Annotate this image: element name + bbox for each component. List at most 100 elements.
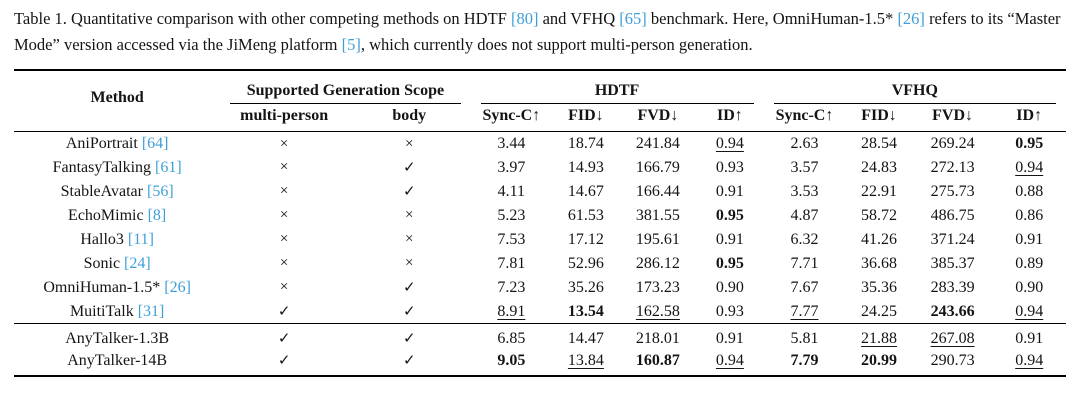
metric-value: 0.91 xyxy=(992,228,1066,252)
cross-mark: × xyxy=(404,135,414,152)
method-name: Sonic xyxy=(83,254,121,272)
citation-link[interactable]: [26] xyxy=(897,9,925,28)
metric-value-text: 2.63 xyxy=(790,135,819,153)
metric-value: 6.85 xyxy=(471,324,553,350)
table-row: FantasyTalking [61] × ✓ 3.97 14.93 166.79 0.93… xyxy=(14,156,1066,180)
metric-value-text: 486.75 xyxy=(930,206,975,224)
metric-value-text: 6.32 xyxy=(790,230,819,248)
results-table: Method Supported Generation Scope HDTF V… xyxy=(14,68,1066,377)
metric-value: 7.79 xyxy=(763,349,846,377)
metric-value: 0.89 xyxy=(992,252,1066,276)
cross-mark: × xyxy=(279,183,289,200)
metric-value-text: 0.88 xyxy=(1015,182,1044,200)
method-name: AniPortrait xyxy=(65,135,138,153)
metric-value: 241.84 xyxy=(620,132,697,156)
method-name: EchoMimic xyxy=(68,206,144,224)
metric-value-best: 0.95 xyxy=(1015,135,1044,153)
metric-value-text: 173.23 xyxy=(635,278,680,296)
metric-value: 36.68 xyxy=(845,252,912,276)
metric-value-text: 371.24 xyxy=(930,230,975,248)
metric-value-text: 0.89 xyxy=(1015,254,1044,272)
citation-link[interactable]: [31] xyxy=(137,302,165,320)
metric-value-text: 0.91 xyxy=(715,329,744,347)
metric-value-text: 6.85 xyxy=(497,329,526,347)
metric-value: 52.96 xyxy=(552,252,619,276)
caption-text: refers to its “Master Mode” version acce… xyxy=(14,9,1061,55)
baseline-rows-group: AniPortrait [64] × × 3.44 18.74 241.84 0.94 2.6… xyxy=(14,132,1066,325)
metric-value: 269.24 xyxy=(913,132,993,156)
metric-value: 3.53 xyxy=(764,180,846,204)
metric-value: 286.12 xyxy=(620,252,697,276)
check-mark: ✓ xyxy=(220,299,348,325)
citation-link[interactable]: [65] xyxy=(619,9,647,28)
metric-value-best: 9.05 xyxy=(497,351,526,369)
citation-link[interactable]: [5] xyxy=(341,35,361,55)
table-row: StableAvatar [56] × ✓ 4.11 14.67 166.44 0.91 3.… xyxy=(14,180,1066,204)
metric-value-text: 36.68 xyxy=(861,254,898,272)
metric-value: 14.67 xyxy=(552,180,619,204)
metric-value-text: 166.79 xyxy=(635,158,680,176)
metric-value: 0.90 xyxy=(696,276,763,300)
metric-value-text: 14.47 xyxy=(567,329,604,347)
check-mark: ✓ xyxy=(402,280,416,297)
method-cell: AnyTalker-1.3B xyxy=(14,324,220,350)
metric-value-text: 41.26 xyxy=(861,230,898,248)
vfhq-metric-header: Sync-C↑ xyxy=(763,103,846,133)
metric-value-text: 14.67 xyxy=(567,182,604,200)
table-row: AnyTalker-1.3B ✓ ✓ 6.85 14.47 218.01 0.91 5.81 2… xyxy=(14,324,1066,350)
metric-value: 3.57 xyxy=(764,156,846,180)
metric-value: 20.99 xyxy=(845,349,913,377)
cross-mark: × xyxy=(404,207,414,224)
metric-value-text: 35.36 xyxy=(861,278,898,296)
citation-link[interactable]: [26] xyxy=(164,278,191,296)
check-mark: ✓ xyxy=(347,299,471,325)
metric-value: 14.93 xyxy=(552,156,619,180)
metric-value-text: 195.61 xyxy=(635,230,680,248)
metric-value: 371.24 xyxy=(913,228,993,252)
metric-value: 7.23 xyxy=(471,276,553,300)
metric-value: 14.47 xyxy=(552,324,619,350)
hdtf-group-header: HDTF xyxy=(470,68,764,104)
method-cell: FantasyTalking [61] xyxy=(14,156,220,180)
check-mark: ✓ xyxy=(220,349,348,377)
vfhq-metric-header: ID↑ xyxy=(992,103,1066,133)
metric-value: 0.88 xyxy=(992,180,1066,204)
metric-value: 0.95 xyxy=(992,132,1066,156)
metric-value-text: 275.73 xyxy=(930,182,975,200)
citation-link[interactable]: [64] xyxy=(141,135,169,153)
hdtf-group-label: HDTF xyxy=(594,81,640,99)
citation-link[interactable]: [24] xyxy=(124,254,151,272)
cross-mark: × xyxy=(404,231,414,248)
metric-value-text: 218.01 xyxy=(635,329,680,347)
hdtf-metric-header: ID↑ xyxy=(696,103,764,133)
table-row: OmniHuman-1.5* [26] × ✓ 7.23 35.26 173.23 0.90… xyxy=(14,276,1066,300)
metric-value-best: 0.95 xyxy=(715,254,744,272)
metric-value: 4.11 xyxy=(471,180,553,204)
metric-value: 0.91 xyxy=(696,228,763,252)
metric-value-second: 21.88 xyxy=(861,329,898,347)
metric-value-text: 24.25 xyxy=(861,302,898,320)
metric-value: 24.83 xyxy=(845,156,912,180)
metric-value-text: 0.93 xyxy=(715,302,744,320)
metric-value: 5.81 xyxy=(764,324,846,350)
citation-link[interactable]: [80] xyxy=(510,9,539,28)
metric-value: 173.23 xyxy=(620,276,697,300)
metric-value: 0.94 xyxy=(992,156,1066,180)
method-column-header: Method xyxy=(14,68,221,133)
table-row: MuitiTalk [31] ✓ ✓ 8.91 13.54 162.58 0.93 7.77 2… xyxy=(14,299,1066,325)
citation-link[interactable]: [8] xyxy=(147,206,167,224)
metric-value: 7.71 xyxy=(764,252,846,276)
metric-value: 218.01 xyxy=(620,324,697,350)
metric-value: 0.91 xyxy=(992,324,1066,350)
method-cell: Hallo3 [11] xyxy=(14,228,220,252)
metric-value-text: 7.81 xyxy=(497,254,526,272)
metric-value-text: 17.12 xyxy=(567,230,604,248)
citation-link[interactable]: [56] xyxy=(146,182,174,200)
citation-link[interactable]: [11] xyxy=(127,230,154,248)
metric-value-text: 4.87 xyxy=(790,206,819,224)
metric-value-text: 385.37 xyxy=(930,254,975,272)
citation-link[interactable]: [61] xyxy=(155,158,182,176)
metric-value-best: 13.54 xyxy=(567,302,604,320)
metric-value: 13.84 xyxy=(552,349,620,377)
metric-value: 22.91 xyxy=(845,180,912,204)
